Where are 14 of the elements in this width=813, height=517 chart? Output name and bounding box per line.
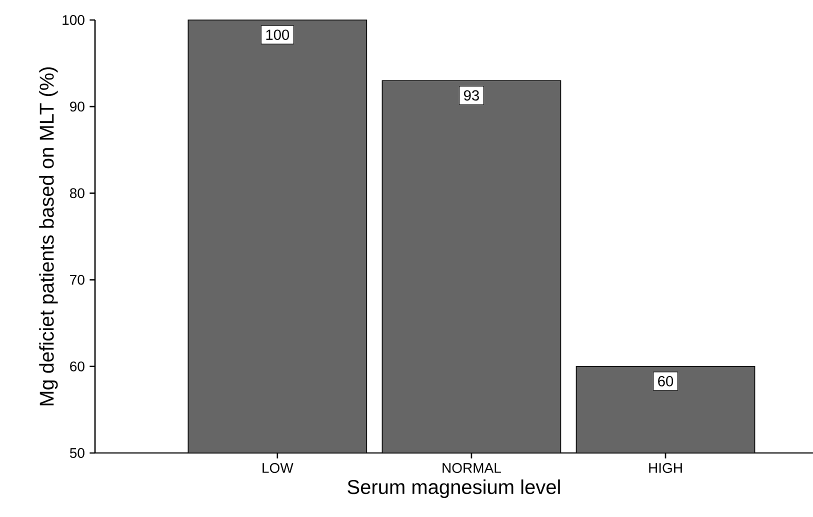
x-tick-label: HIGH bbox=[649, 463, 682, 473]
y-tick-label: 70 bbox=[70, 274, 84, 285]
y-tick-label: 50 bbox=[70, 448, 84, 458]
x-tick-label: NORMAL bbox=[442, 463, 501, 473]
y-axis-title: Mg deficiet patients based on MLT (%) bbox=[39, 67, 58, 406]
data-label: 100 bbox=[266, 30, 290, 40]
x-axis-title: Serum magnesium level bbox=[348, 479, 560, 498]
y-tick-label: 60 bbox=[70, 361, 84, 372]
y-tick-label: 80 bbox=[70, 188, 84, 198]
data-label: 60 bbox=[658, 376, 674, 386]
y-tick-label: 100 bbox=[62, 15, 84, 25]
y-tick-label: 90 bbox=[70, 102, 84, 112]
x-tick-label: LOW bbox=[262, 463, 294, 473]
data-label: 93 bbox=[464, 90, 479, 101]
